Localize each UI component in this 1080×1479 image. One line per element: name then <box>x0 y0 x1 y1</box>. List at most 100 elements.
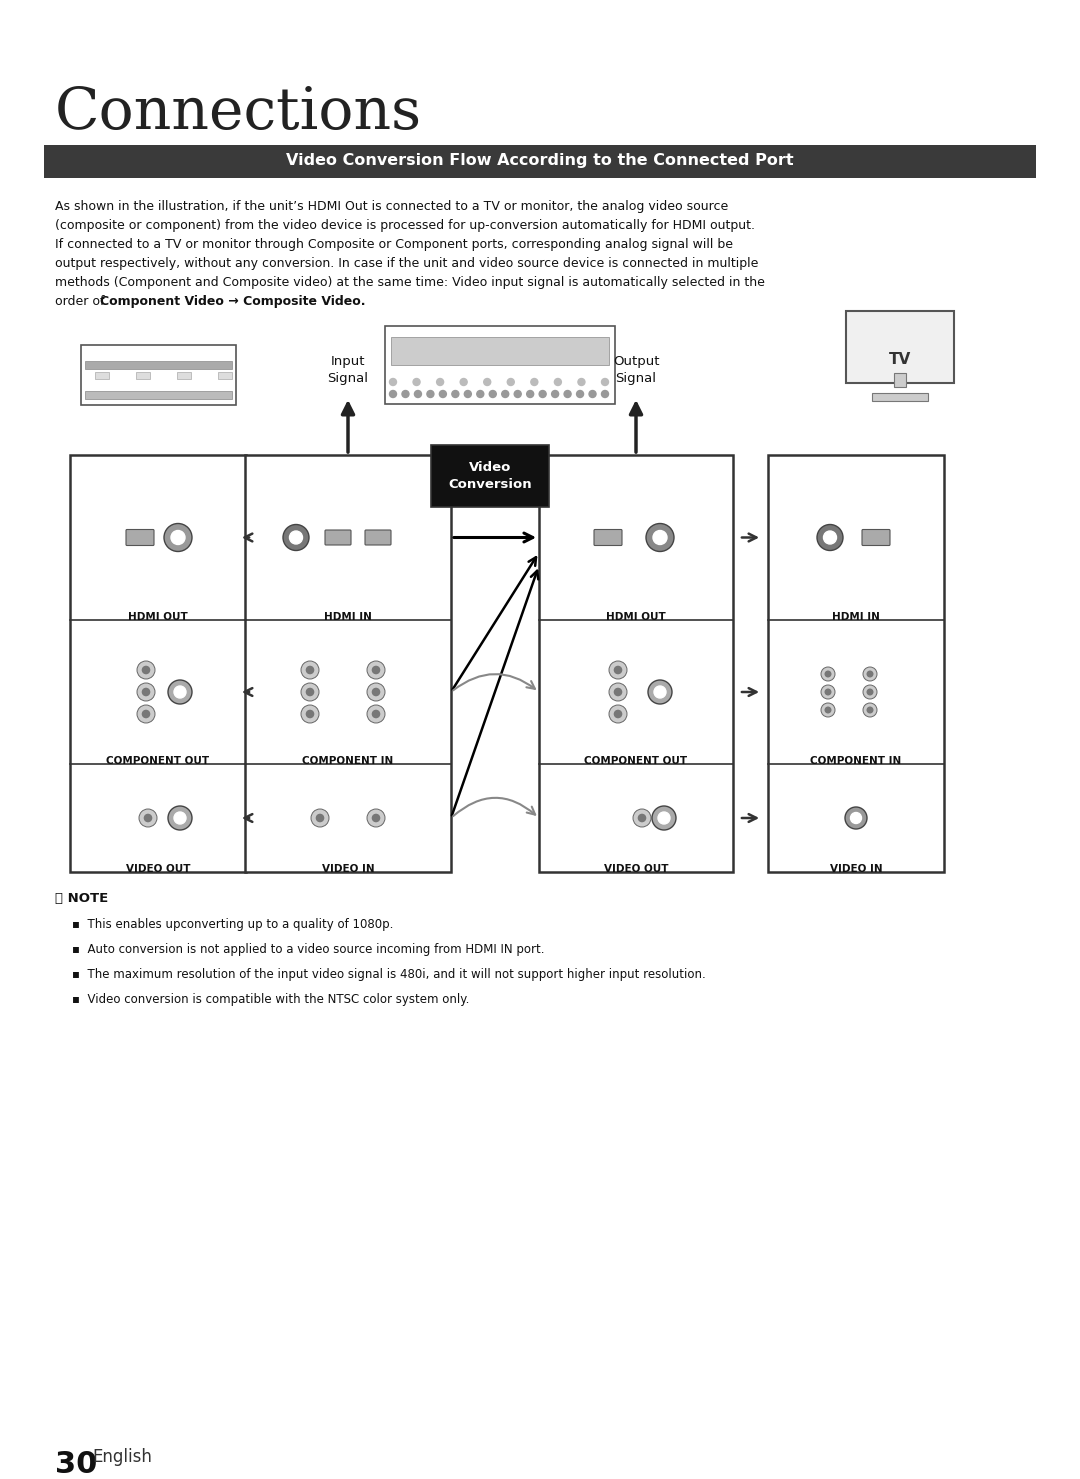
FancyBboxPatch shape <box>325 529 351 544</box>
Circle shape <box>489 390 497 398</box>
Circle shape <box>373 667 379 673</box>
Bar <box>44 145 1036 177</box>
Circle shape <box>863 667 877 680</box>
Circle shape <box>633 809 651 827</box>
FancyBboxPatch shape <box>862 529 890 546</box>
Text: Connections: Connections <box>55 84 422 141</box>
Text: methods (Component and Composite video) at the same time: Video input signal is : methods (Component and Composite video) … <box>55 277 765 288</box>
Circle shape <box>427 390 434 398</box>
Bar <box>70 456 246 873</box>
Circle shape <box>137 683 156 701</box>
Circle shape <box>821 685 835 700</box>
Circle shape <box>531 379 538 386</box>
Text: Input
Signal: Input Signal <box>327 355 368 385</box>
Circle shape <box>367 661 384 679</box>
Circle shape <box>440 390 446 398</box>
Circle shape <box>564 390 571 398</box>
Circle shape <box>825 707 831 713</box>
Circle shape <box>373 815 379 822</box>
Text: COMPONENT OUT: COMPONENT OUT <box>107 756 210 766</box>
Circle shape <box>867 671 873 677</box>
Circle shape <box>658 812 670 824</box>
Text: output respectively, without any conversion. In case if the unit and video sourc: output respectively, without any convers… <box>55 257 758 271</box>
Text: order of: order of <box>55 294 108 308</box>
Circle shape <box>460 379 468 386</box>
Circle shape <box>174 812 186 824</box>
Circle shape <box>415 390 421 398</box>
Circle shape <box>316 815 324 822</box>
Circle shape <box>539 390 546 398</box>
Circle shape <box>653 531 667 544</box>
Circle shape <box>851 812 862 824</box>
Bar <box>84 361 231 368</box>
Circle shape <box>307 710 313 717</box>
Circle shape <box>143 710 150 717</box>
Circle shape <box>638 815 646 822</box>
Text: Component Video → Composite Video.: Component Video → Composite Video. <box>100 294 366 308</box>
Text: 📎 NOTE: 📎 NOTE <box>55 892 108 905</box>
Circle shape <box>464 390 471 398</box>
Circle shape <box>589 390 596 398</box>
Bar <box>431 445 549 507</box>
Text: English: English <box>92 1448 152 1466</box>
Circle shape <box>164 524 192 552</box>
Circle shape <box>137 661 156 679</box>
Bar <box>95 373 108 379</box>
Circle shape <box>615 688 622 695</box>
Circle shape <box>413 379 420 386</box>
Text: VIDEO OUT: VIDEO OUT <box>604 864 669 874</box>
Text: TV: TV <box>889 352 912 367</box>
Circle shape <box>824 531 837 544</box>
Text: VIDEO IN: VIDEO IN <box>829 864 882 874</box>
Circle shape <box>863 685 877 700</box>
Circle shape <box>367 683 384 701</box>
Circle shape <box>145 815 151 822</box>
Circle shape <box>367 705 384 723</box>
Circle shape <box>578 379 585 386</box>
Circle shape <box>373 710 379 717</box>
Circle shape <box>367 809 384 827</box>
Circle shape <box>825 689 831 695</box>
FancyBboxPatch shape <box>594 529 622 546</box>
Text: ▪  Auto conversion is not applied to a video source incoming from HDMI IN port.: ▪ Auto conversion is not applied to a vi… <box>72 944 544 955</box>
Circle shape <box>825 671 831 677</box>
Circle shape <box>311 809 329 827</box>
Text: If connected to a TV or monitor through Composite or Component ports, correspond: If connected to a TV or monitor through … <box>55 238 733 251</box>
Circle shape <box>816 525 843 550</box>
Circle shape <box>143 667 150 673</box>
Circle shape <box>390 379 396 386</box>
Text: COMPONENT OUT: COMPONENT OUT <box>584 756 688 766</box>
Text: ▪  Video conversion is compatible with the NTSC color system only.: ▪ Video conversion is compatible with th… <box>72 992 470 1006</box>
Circle shape <box>654 686 666 698</box>
Circle shape <box>307 667 313 673</box>
Bar <box>894 373 906 387</box>
Circle shape <box>514 390 522 398</box>
Circle shape <box>307 688 313 695</box>
Circle shape <box>484 379 490 386</box>
Circle shape <box>845 808 867 830</box>
Bar <box>135 373 149 379</box>
Text: 30: 30 <box>55 1449 97 1479</box>
Bar <box>217 373 231 379</box>
Bar <box>384 325 615 404</box>
Circle shape <box>554 379 562 386</box>
Circle shape <box>373 688 379 695</box>
Text: As shown in the illustration, if the unit’s HDMI Out is connected to a TV or mon: As shown in the illustration, if the uni… <box>55 200 728 213</box>
Circle shape <box>577 390 583 398</box>
Text: COMPONENT IN: COMPONENT IN <box>810 756 902 766</box>
Circle shape <box>283 525 309 550</box>
Circle shape <box>137 705 156 723</box>
Circle shape <box>652 806 676 830</box>
Bar <box>84 390 231 399</box>
Circle shape <box>168 806 192 830</box>
Circle shape <box>451 390 459 398</box>
Circle shape <box>867 689 873 695</box>
Text: VIDEO IN: VIDEO IN <box>322 864 375 874</box>
Circle shape <box>821 667 835 680</box>
Circle shape <box>301 683 319 701</box>
Text: Output
Signal: Output Signal <box>612 355 659 385</box>
Circle shape <box>289 531 302 544</box>
Circle shape <box>615 710 622 717</box>
Circle shape <box>552 390 558 398</box>
FancyBboxPatch shape <box>365 529 391 544</box>
